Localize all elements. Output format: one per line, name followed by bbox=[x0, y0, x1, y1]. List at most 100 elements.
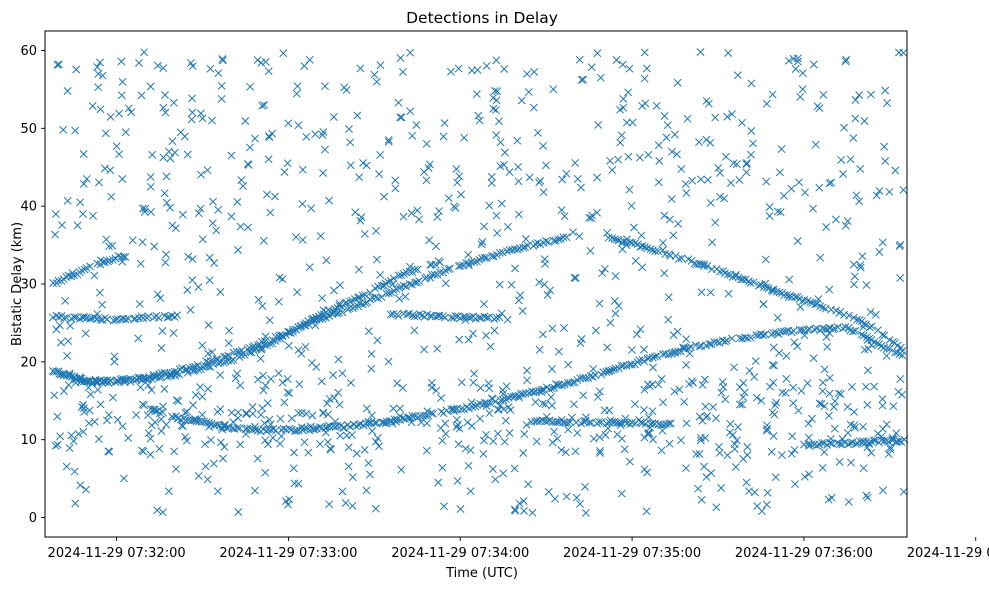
data-point bbox=[298, 165, 307, 174]
data-point bbox=[187, 58, 195, 67]
data-point bbox=[665, 419, 673, 428]
data-point bbox=[276, 414, 285, 423]
data-point bbox=[206, 64, 215, 73]
data-point bbox=[569, 228, 577, 237]
data-point bbox=[601, 431, 610, 439]
data-point bbox=[151, 407, 160, 416]
data-point bbox=[213, 407, 222, 416]
data-point bbox=[162, 198, 171, 207]
data-point bbox=[258, 302, 267, 310]
data-point bbox=[317, 311, 326, 319]
data-point bbox=[234, 408, 243, 417]
data-point bbox=[750, 372, 759, 381]
data-point bbox=[537, 388, 546, 397]
data-point bbox=[393, 379, 402, 388]
data-point bbox=[465, 313, 473, 322]
data-point bbox=[747, 150, 755, 159]
data-point bbox=[831, 397, 839, 406]
data-point bbox=[783, 290, 792, 299]
data-point bbox=[470, 257, 479, 266]
data-point bbox=[124, 104, 133, 113]
data-point bbox=[840, 123, 849, 132]
data-point bbox=[68, 269, 77, 278]
data-point bbox=[762, 500, 771, 509]
data-point bbox=[196, 204, 205, 213]
data-point bbox=[95, 288, 104, 297]
data-point bbox=[768, 361, 777, 369]
data-point bbox=[451, 312, 460, 321]
data-point bbox=[768, 90, 777, 99]
data-point bbox=[109, 316, 118, 325]
data-point bbox=[513, 136, 522, 145]
data-point bbox=[557, 206, 566, 215]
data-point bbox=[575, 232, 584, 241]
data-point bbox=[237, 350, 246, 359]
data-point bbox=[648, 407, 657, 416]
data-point bbox=[548, 438, 557, 447]
data-point bbox=[540, 280, 549, 289]
data-point bbox=[490, 326, 499, 335]
data-point bbox=[407, 209, 416, 218]
data-point bbox=[688, 176, 697, 185]
data-point bbox=[493, 229, 502, 238]
data-point bbox=[684, 255, 693, 264]
data-point bbox=[573, 428, 582, 437]
data-point bbox=[156, 294, 165, 303]
data-point bbox=[316, 440, 324, 449]
data-point bbox=[376, 61, 385, 70]
data-point bbox=[551, 236, 560, 245]
data-point bbox=[813, 441, 821, 450]
data-point bbox=[685, 349, 694, 358]
data-point bbox=[89, 211, 97, 220]
data-point bbox=[429, 409, 438, 418]
data-point bbox=[93, 385, 102, 394]
data-point bbox=[273, 334, 282, 343]
data-point bbox=[696, 175, 705, 184]
data-point bbox=[61, 296, 70, 305]
data-point bbox=[284, 341, 293, 350]
data-point bbox=[159, 402, 167, 411]
data-point bbox=[139, 314, 148, 323]
data-point bbox=[161, 91, 169, 99]
data-point bbox=[274, 369, 283, 378]
data-point bbox=[214, 69, 223, 78]
data-point bbox=[850, 407, 859, 416]
data-point bbox=[146, 172, 155, 181]
data-point bbox=[444, 265, 453, 274]
data-point bbox=[96, 105, 105, 114]
data-point bbox=[612, 56, 621, 64]
data-point bbox=[225, 423, 234, 432]
data-point bbox=[540, 255, 549, 264]
data-point bbox=[862, 281, 871, 290]
data-point bbox=[157, 344, 166, 352]
data-point bbox=[595, 433, 604, 442]
data-point bbox=[511, 506, 520, 515]
data-point bbox=[826, 434, 835, 443]
data-point bbox=[153, 61, 162, 70]
data-point bbox=[521, 389, 530, 398]
data-point bbox=[562, 169, 571, 178]
data-point bbox=[753, 502, 762, 511]
data-point bbox=[71, 499, 80, 508]
data-point bbox=[203, 475, 212, 484]
data-point bbox=[172, 369, 181, 378]
data-point bbox=[575, 55, 584, 64]
data-point bbox=[49, 279, 58, 287]
data-point bbox=[59, 125, 68, 134]
data-point bbox=[466, 446, 475, 455]
data-point bbox=[464, 261, 473, 270]
data-point bbox=[548, 324, 557, 333]
data-point bbox=[849, 260, 858, 269]
data-point bbox=[292, 89, 301, 98]
data-point bbox=[220, 442, 229, 451]
data-point bbox=[423, 407, 432, 416]
data-point bbox=[787, 449, 796, 458]
data-point bbox=[654, 380, 663, 389]
data-point bbox=[719, 382, 728, 391]
data-point bbox=[747, 127, 756, 135]
data-point bbox=[261, 436, 270, 445]
data-point bbox=[559, 233, 568, 242]
data-point bbox=[292, 233, 300, 242]
data-point bbox=[324, 421, 333, 430]
data-point bbox=[692, 450, 701, 459]
